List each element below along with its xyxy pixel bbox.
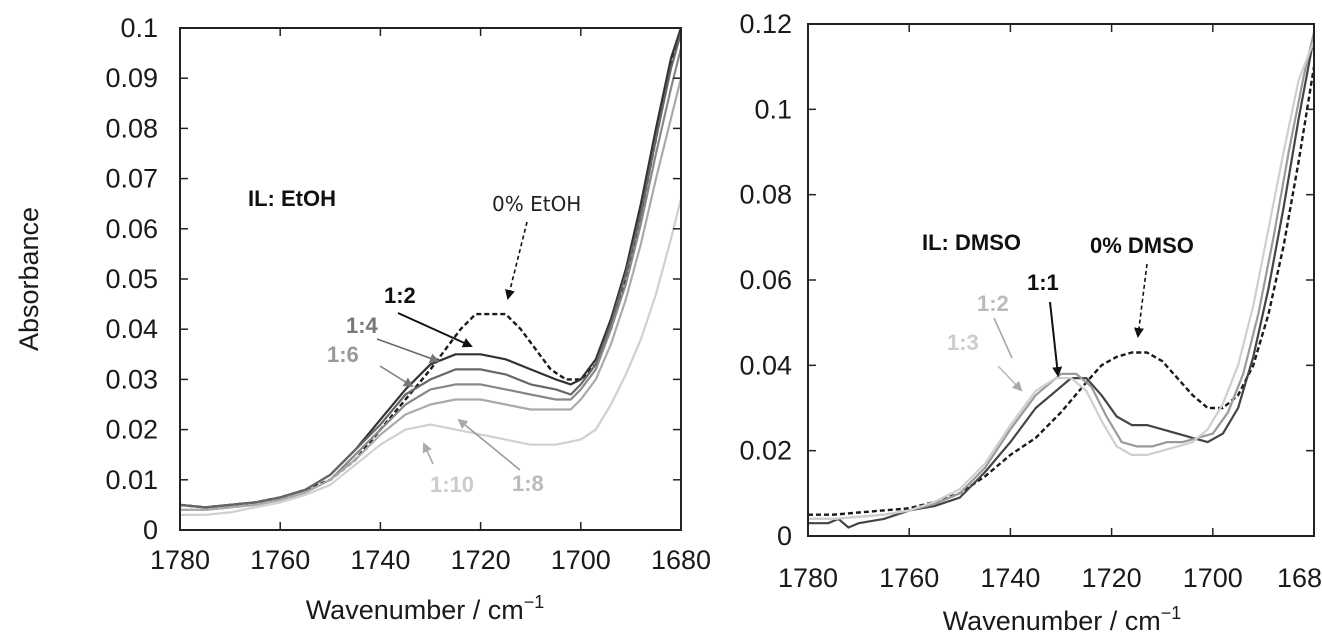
- left-y-tick-label-1: 0.01: [105, 465, 158, 495]
- right-label-1-3: 1:3: [947, 330, 979, 355]
- right-x-tick-label-1: 1760: [879, 563, 939, 593]
- right-y-tick-label-1: 0.02: [739, 436, 792, 466]
- left-series: [180, 28, 681, 516]
- left-ticks: 0 0.01 0.02 0.03 0.04 0.05 0.06 0.07 0.08 0.09 0.1…: [105, 13, 711, 575]
- right-y-tick-label-6: 0.12: [739, 9, 792, 39]
- left-arrow-1-10: [422, 442, 434, 465]
- left-y-tick-label-8: 0.08: [105, 113, 158, 143]
- left-y-tick-label-0: 0: [143, 515, 158, 545]
- left-y-tick-label-10: 0.1: [120, 13, 158, 43]
- left-plot-frame: [179, 27, 682, 531]
- right-series-line-2: [808, 32, 1314, 520]
- left-x-tick-label-1: 1760: [250, 545, 310, 575]
- left-panel: 0 0.01 0.02 0.03 0.04 0.05 0.06 0.07 0.08 0.09 0.1…: [14, 13, 711, 625]
- left-y-tick-label-2: 0.02: [105, 415, 158, 445]
- left-series-line-0: [180, 28, 681, 509]
- left-arrow-1-8: [457, 418, 521, 471]
- right-reference-arrow: [1134, 263, 1148, 338]
- right-series-line-3: [808, 40, 1314, 520]
- left-series-line-2: [180, 32, 681, 509]
- left-series-line-1: [180, 28, 681, 509]
- left-y-tick-label-6: 0.06: [105, 214, 158, 244]
- left-y-tick-label-9: 0.09: [105, 63, 158, 93]
- right-x-tick-label-3: 1720: [1082, 563, 1142, 593]
- left-y-tick-label-7: 0.07: [105, 164, 158, 194]
- left-label-1-2: 1:2: [384, 283, 416, 308]
- right-x-axis-label-sup: −1: [1161, 603, 1182, 623]
- left-x-axis-label-sup: −1: [524, 592, 545, 612]
- right-x-tick-label-2: 1740: [980, 563, 1040, 593]
- right-ticks: 0 0.02 0.04 0.06 0.08 0.1 0.12 1780 1760 1740 1720…: [739, 9, 1322, 593]
- left-x-tick-label-5: 1680: [651, 545, 711, 575]
- right-reference-label: 0% DMSO: [1090, 233, 1194, 258]
- right-arrow-1-1: [1049, 301, 1063, 377]
- right-plot-frame: [807, 23, 1315, 537]
- right-panel-label: IL: DMSO: [922, 230, 1021, 255]
- right-arrow-1-3: [997, 365, 1023, 392]
- left-label-1-8: 1:8: [512, 471, 544, 496]
- right-x-tick-label-4: 1700: [1183, 563, 1243, 593]
- left-y-tick-label-4: 0.04: [105, 314, 158, 344]
- left-x-axis-label: Wavenumber / cm−1: [306, 592, 545, 625]
- left-series-line-5: [180, 198, 681, 516]
- right-series-line-0: [808, 66, 1314, 516]
- right-y-tick-label-2: 0.04: [739, 350, 792, 380]
- left-y-tick-label-5: 0.05: [105, 264, 158, 294]
- left-reference-label: 0% EtOH: [492, 192, 581, 216]
- right-panel: 0 0.02 0.04 0.06 0.08 0.1 0.12 1780 1760 1740 1720…: [739, 9, 1322, 636]
- left-reference-arrow: [505, 221, 528, 300]
- left-arrow-1-6: [379, 365, 414, 388]
- left-x-tick-label-2: 1740: [350, 545, 410, 575]
- left-label-1-10: 1:10: [430, 472, 474, 497]
- left-series-line-3: [180, 47, 681, 511]
- left-series-line-4: [180, 77, 681, 511]
- left-label-1-6: 1:6: [327, 342, 359, 367]
- right-line-1-2: [993, 317, 1013, 359]
- left-x-tick-label-4: 1700: [551, 545, 611, 575]
- left-arrow-1-4: [376, 338, 440, 363]
- left-label-1-4: 1:4: [346, 313, 379, 338]
- left-x-tick-label-3: 1720: [451, 545, 511, 575]
- right-series-line-1: [808, 36, 1314, 529]
- right-y-tick-label-3: 0.06: [739, 265, 792, 295]
- right-y-tick-label-0: 0: [777, 521, 792, 551]
- right-x-axis-label: Wavenumber / cm−1: [943, 603, 1182, 636]
- right-label-1-2: 1:2: [977, 291, 1009, 316]
- left-x-tick-label-0: 1780: [150, 545, 210, 575]
- right-y-tick-label-5: 0.1: [754, 94, 792, 124]
- left-y-tick-label-3: 0.03: [105, 364, 158, 394]
- right-x-tick-label-0: 1780: [778, 563, 838, 593]
- right-x-tick-label-5: 168: [1277, 563, 1322, 593]
- right-x-axis-label-text: Wavenumber / cm: [943, 606, 1161, 636]
- left-y-axis-label: Absorbance: [14, 207, 44, 351]
- left-arrow-1-2: [397, 312, 473, 348]
- right-series: [808, 32, 1314, 529]
- left-x-axis-label-text: Wavenumber / cm: [306, 595, 524, 625]
- right-y-tick-label-4: 0.08: [739, 180, 792, 210]
- right-label-1-1: 1:1: [1027, 270, 1059, 295]
- left-panel-label: IL: EtOH: [248, 186, 336, 211]
